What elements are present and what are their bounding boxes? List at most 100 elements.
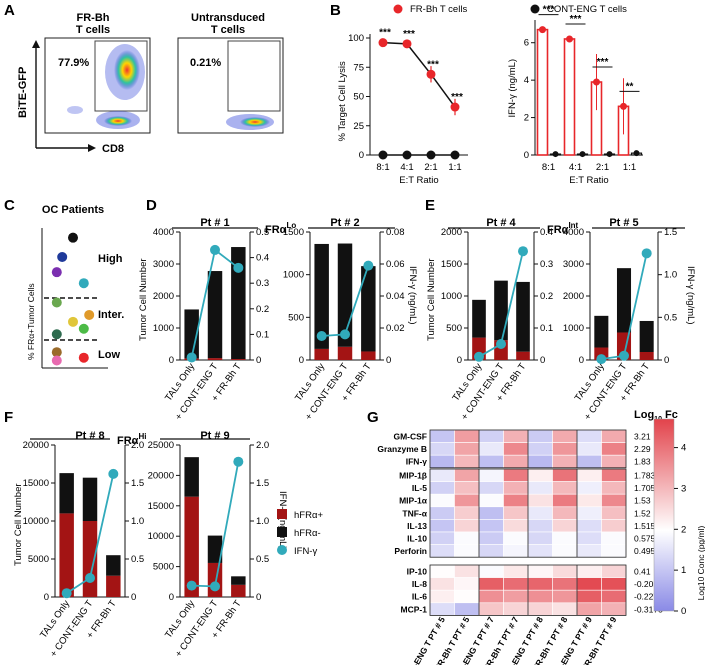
oc-points xyxy=(51,232,95,366)
heatmap-cell xyxy=(601,602,627,616)
colorbar-label: Log10 Conc (pg/ml) xyxy=(696,526,705,601)
heatmap-cell xyxy=(527,506,553,520)
tumor-chart-title: Pt # 2 xyxy=(330,217,359,229)
tumor-y2tick-label: 0 xyxy=(386,355,391,366)
tumor-y2tick-label: 0 xyxy=(131,592,136,603)
group-header-lo: FRαLo xyxy=(172,218,395,238)
tumor-y2tick-label: 1.0 xyxy=(664,270,677,281)
heatmap-fc-value: 1.783 xyxy=(634,470,656,480)
heatmap-cell xyxy=(429,429,455,443)
tumor-y2tick-label: 0.5 xyxy=(256,227,269,238)
tumor-ytick-label: 2000 xyxy=(153,291,174,302)
group-int-label: FRα xyxy=(547,224,569,236)
tumor-ytick-label: 1000 xyxy=(441,291,462,302)
oc-patient-point xyxy=(78,278,89,289)
heatmap-cell xyxy=(601,544,627,558)
lysis-ylabel: % Target Cell Lysis xyxy=(337,61,348,142)
flow-xlabel: CD8 xyxy=(102,143,124,155)
tumor-bar-frpos xyxy=(361,351,376,360)
tumor-y2tick-label: 0.3 xyxy=(256,278,269,289)
heatmap-cell xyxy=(576,429,602,443)
tumor-ylabel: Tumor Cell Number xyxy=(13,483,24,566)
tumor-ylabel: Tumor Cell Number xyxy=(426,258,437,341)
flow-plot-frbh-gate xyxy=(94,40,148,112)
tumor-y2tick-label: 0.4 xyxy=(256,253,269,264)
tumor-ytick-label: 5000 xyxy=(28,554,49,565)
ifng-ytick-label: 2 xyxy=(524,113,529,124)
heatmap-cell xyxy=(503,506,529,520)
tumor-bar-frneg xyxy=(82,477,98,521)
tumor-y2label: IFN-γ (ng/mL) xyxy=(407,266,418,325)
flow-plot-frbh-frame xyxy=(44,37,151,134)
lysis-ytick-label: 100 xyxy=(348,33,364,44)
tumor-ifng-point xyxy=(474,351,484,362)
panel-label-e: E xyxy=(425,197,435,214)
legend-label-frbh: FR-Bh T cells xyxy=(410,4,467,15)
heatmap-row-label: IL-10 xyxy=(407,533,427,543)
lysis-significance: *** xyxy=(451,92,463,103)
heatmap-cell xyxy=(454,602,480,616)
heatmap-cell xyxy=(429,519,455,533)
ifng-significance: *** xyxy=(597,57,609,68)
tumor-bar-frpos xyxy=(639,352,654,360)
heatmap-cell xyxy=(552,481,578,495)
tumor-bar-frneg xyxy=(106,555,121,576)
heatmap-cell xyxy=(454,468,480,482)
flow-dots-untransduced xyxy=(226,114,274,130)
heatmap-row-label: Granzyme B xyxy=(377,444,427,454)
heatmap-row-label: IL-13 xyxy=(407,521,427,531)
tumor-legend: hFRα+ hFRα- IFN-γ xyxy=(277,509,323,557)
lysis-point-frbh xyxy=(402,39,412,49)
tumor-ytick-label: 0 xyxy=(44,592,49,603)
heatmap-cell xyxy=(527,481,553,495)
heatmap-cell xyxy=(454,577,480,591)
tumor-ytick-label: 4000 xyxy=(563,227,584,238)
heatmap-cell xyxy=(503,481,529,495)
heatmap-cell xyxy=(429,493,455,508)
heatmap-cell xyxy=(601,531,627,545)
flow-cytometry-panel: FR-Bh T cells Untransduced T cells 77.9% 0… xyxy=(17,12,284,155)
tumor-ifng-point xyxy=(641,248,652,259)
heatmap-cell xyxy=(503,493,529,508)
heatmap-cell xyxy=(527,468,553,482)
oc-patient-point xyxy=(51,267,62,278)
heatmap-cell xyxy=(454,564,480,578)
oc-title: OC Patients xyxy=(42,204,104,216)
lysis-significance: *** xyxy=(427,59,439,70)
tumor-bar-frpos xyxy=(207,358,223,360)
heatmap-cell xyxy=(576,506,602,520)
heatmap-row-label: MCP-1 xyxy=(401,604,428,614)
heatmap-cell xyxy=(454,544,480,558)
chart-ifng-bars: 0 2 4 6 IFN-γ (ng/mL) E:T Ratio 8:1 *** 4:1 *** 2:… xyxy=(507,5,643,186)
tumor-ytick-label: 15000 xyxy=(23,478,49,489)
heatmap-cell xyxy=(503,544,529,558)
fc-header-fc: Fc xyxy=(662,409,678,421)
heatmap-cell xyxy=(576,577,602,591)
tumor-bar-frpos xyxy=(231,584,246,597)
heatmap-fc-value: 1.83 xyxy=(634,457,651,467)
tumor-y2tick-label: 0.3 xyxy=(540,259,553,270)
tumor-bar-frpos xyxy=(106,575,121,597)
heatmap-cell xyxy=(478,564,504,578)
lysis-ytick-label: 0 xyxy=(359,150,364,161)
tumor-y2tick-label: 0 xyxy=(664,355,669,366)
ifng-bar-frbh xyxy=(536,28,549,156)
heatmap-cell xyxy=(601,577,627,591)
legend-label-frpos: hFRα+ xyxy=(294,510,323,521)
heatmap-fc-value: 3.21 xyxy=(634,431,651,441)
colorbar-tick-label: 0 xyxy=(681,606,686,617)
heatmap-row-label: IL-5 xyxy=(412,483,427,493)
tumor-chart-title: Pt # 1 xyxy=(200,217,229,229)
heatmap-cell xyxy=(527,493,553,508)
ifng-xtick-label: 8:1 xyxy=(542,162,555,173)
ifng-point-frbh xyxy=(539,26,546,34)
heatmap-row-label: MIP-1β xyxy=(399,470,427,480)
heatmap-cell xyxy=(527,442,553,456)
oc-patient-point xyxy=(78,323,89,334)
legend-label-conteng: CONT-ENG T cells xyxy=(547,4,627,15)
tumor-bar-frpos xyxy=(207,562,223,597)
lysis-point-frbh xyxy=(378,38,388,48)
tumor-ytick-label: 0 xyxy=(457,355,462,366)
lysis-point-frbh xyxy=(426,69,436,79)
ifng-point-frbh xyxy=(566,35,573,43)
